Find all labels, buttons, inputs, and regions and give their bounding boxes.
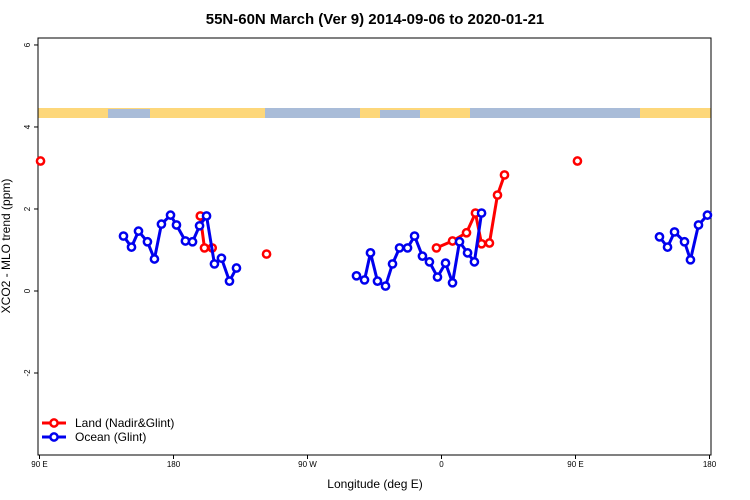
point: [492, 190, 503, 200]
point: [432, 272, 443, 282]
point: [118, 231, 129, 241]
point: [224, 276, 235, 286]
point: [156, 219, 167, 230]
series-segment: [451, 241, 461, 284]
x-tick-label: 180: [703, 460, 717, 469]
point: [685, 254, 696, 265]
point: [447, 277, 458, 288]
map-strip: [38, 108, 711, 118]
series-segment: [152, 223, 163, 260]
point: [484, 238, 495, 248]
x-tick-label: 180: [167, 460, 181, 469]
point: [654, 232, 665, 242]
point: [351, 270, 362, 281]
point: [454, 236, 465, 247]
y-tick-label: 0: [23, 288, 32, 293]
series: [35, 156, 583, 259]
chart-title: 55N-60N March (Ver 9) 2014-09-06 to 2020…: [206, 11, 545, 28]
point: [35, 156, 46, 166]
x-tick-label: 90 E: [567, 460, 583, 469]
legend-label: Land (Nadir&Glint): [75, 416, 174, 430]
point: [209, 259, 220, 269]
plot-frame: [37, 37, 712, 456]
point: [365, 248, 376, 258]
point: [462, 248, 473, 258]
point: [402, 243, 413, 253]
point: [461, 227, 472, 238]
y-tick-label: 4: [23, 124, 32, 129]
legend-label: Ocean (Glint): [75, 430, 146, 444]
point: [194, 220, 205, 231]
point: [126, 242, 137, 252]
point: [261, 249, 272, 259]
point: [476, 238, 487, 249]
series-segment: [369, 252, 379, 282]
point: [693, 220, 704, 230]
point: [165, 210, 176, 220]
point: [409, 231, 420, 241]
x-tick-label: 0: [439, 460, 444, 469]
point: [171, 220, 182, 230]
point: [572, 156, 583, 166]
point: [142, 236, 153, 247]
x-tick-label: 90 E: [31, 460, 47, 469]
point: [372, 276, 383, 286]
point: [387, 259, 398, 269]
point: [476, 208, 487, 218]
point: [469, 257, 480, 267]
point: [431, 243, 442, 253]
point: [394, 243, 405, 253]
series: [118, 208, 713, 291]
series-segment: [487, 194, 499, 244]
y-axis-label: XCO2 - MLO trend (ppm): [0, 179, 13, 314]
point: [417, 251, 428, 261]
point: [149, 254, 160, 264]
legend-marker: [49, 418, 59, 428]
point: [440, 258, 451, 268]
point: [679, 236, 690, 247]
point: [669, 227, 680, 237]
point: [359, 275, 370, 285]
point: [231, 263, 242, 273]
point: [424, 257, 435, 267]
y-tick-label: -2: [23, 369, 32, 377]
point: [702, 210, 713, 220]
point: [499, 170, 510, 180]
point: [199, 243, 210, 253]
x-axis-label: Longitude (deg E): [327, 477, 422, 491]
point: [133, 226, 144, 236]
series-segment: [472, 212, 484, 263]
point: [380, 281, 391, 291]
series-segment: [205, 215, 216, 265]
point: [662, 242, 673, 252]
series-segment: [688, 224, 700, 261]
x-tick-label: 90 W: [298, 460, 317, 469]
point: [201, 211, 212, 221]
legend-marker: [49, 432, 59, 442]
point: [187, 236, 198, 247]
y-tick-label: 6: [23, 42, 32, 47]
point: [216, 253, 227, 264]
y-tick-label: 2: [23, 206, 32, 211]
